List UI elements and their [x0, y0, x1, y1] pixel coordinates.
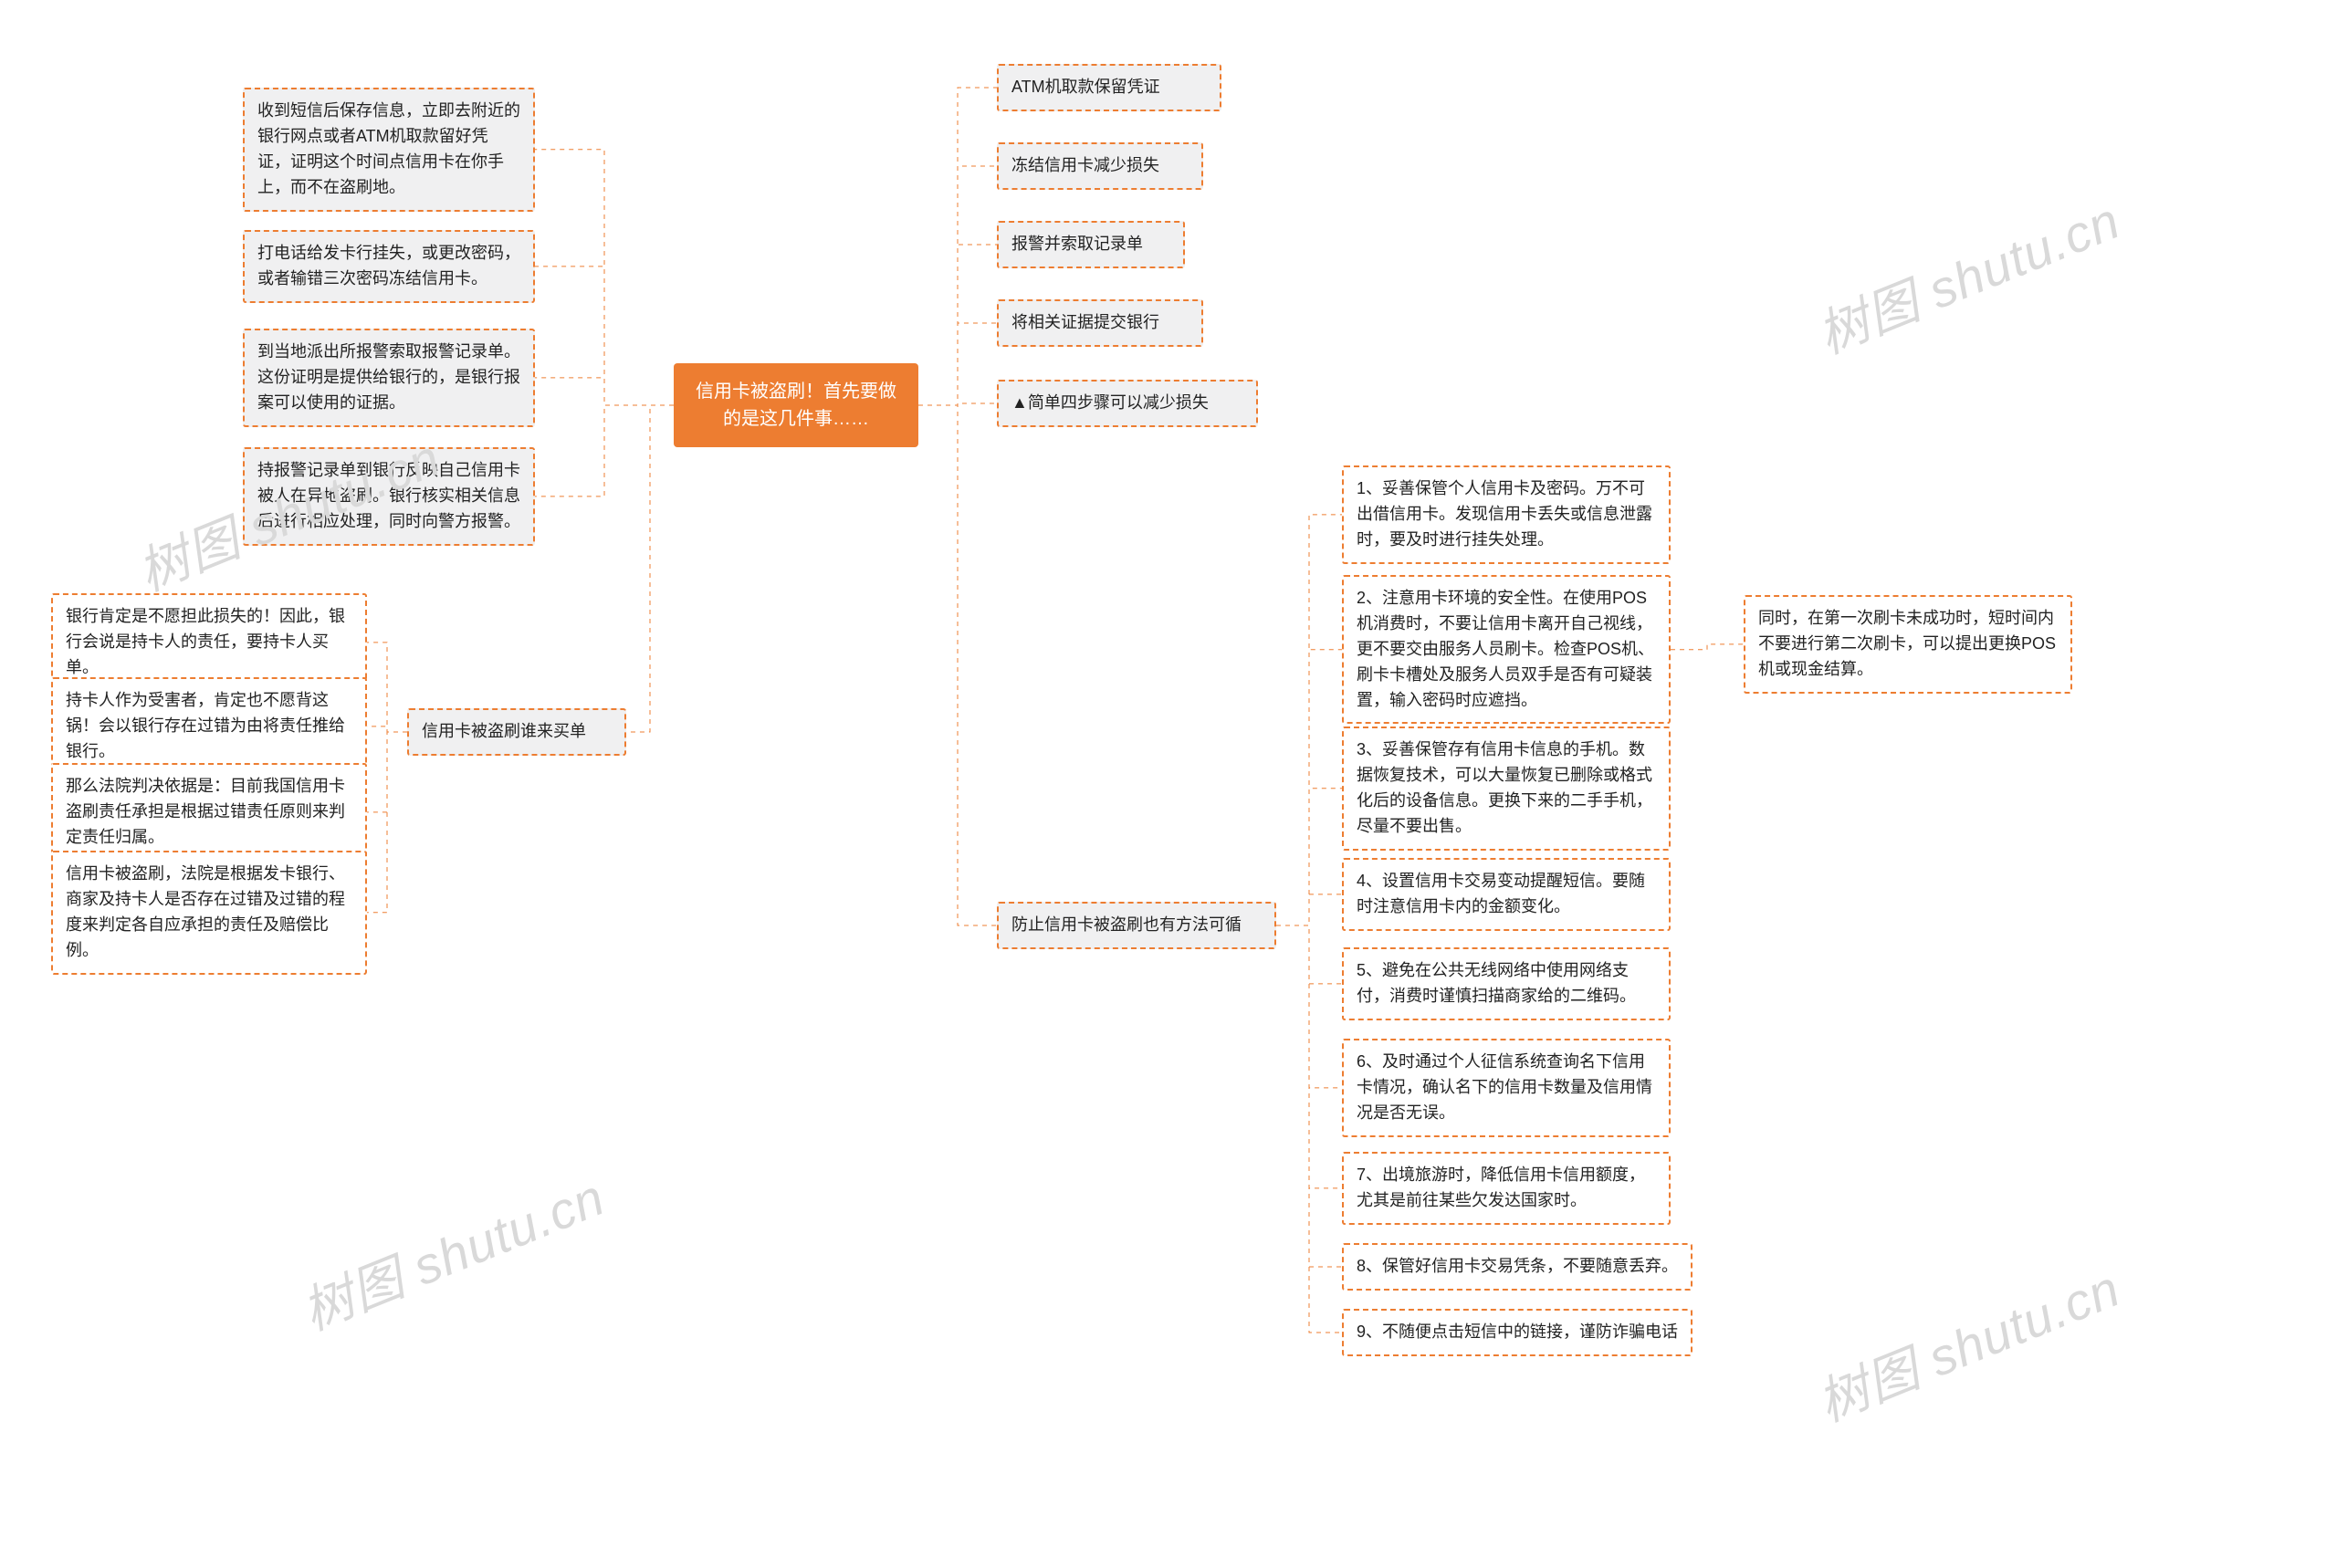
watermark: 树图 shutu.cn	[1806, 180, 2130, 368]
node-r2: 冻结信用卡减少损失	[997, 142, 1203, 190]
node-rb2x: 同时，在第一次刷卡未成功时，短时间内不要进行第二次刷卡，可以提出更换POS机或现…	[1744, 595, 2072, 694]
node-rb2: 2、注意用卡环境的安全性。在使用POS机消费时，不要让信用卡离开自己视线，更不要…	[1342, 575, 1671, 724]
node-rb8: 8、保管好信用卡交易凭条，不要随意丢弃。	[1342, 1243, 1692, 1291]
connector	[918, 405, 997, 925]
connector	[1276, 925, 1342, 984]
connector	[535, 267, 674, 405]
connector	[1276, 925, 1342, 1267]
node-l4: 持报警记录单到银行反映自己信用卡被人在异地盗刷。银行核实相关信息后进行相应处理，…	[243, 447, 535, 546]
connector	[367, 732, 407, 913]
watermark: 树图 shutu.cn	[1806, 1248, 2130, 1436]
node-rb5: 5、避免在公共无线网络中使用网络支付，消费时谨慎扫描商家给的二维码。	[1342, 947, 1671, 1020]
node-rb1: 1、妥善保管个人信用卡及密码。万不可出借信用卡。发现信用卡丢失或信息泄露时，要及…	[1342, 465, 1671, 564]
connector	[918, 88, 997, 405]
connector	[535, 405, 674, 497]
connector	[367, 732, 407, 812]
connector	[626, 405, 674, 732]
connector	[1276, 925, 1342, 1333]
node-r4: 将相关证据提交银行	[997, 299, 1203, 347]
node-lb4: 信用卡被盗刷，法院是根据发卡银行、商家及持卡人是否存在过错及过错的程度来判定各自…	[51, 851, 367, 975]
node-lb: 信用卡被盗刷谁来买单	[407, 708, 626, 756]
connector	[1276, 925, 1342, 1088]
node-rb3: 3、妥善保管存有信用卡信息的手机。数据恢复技术，可以大量恢复已删除或格式化后的设…	[1342, 727, 1671, 851]
node-r3: 报警并索取记录单	[997, 221, 1185, 268]
connector	[1276, 650, 1342, 925]
node-r5: ▲简单四步骤可以减少损失	[997, 380, 1258, 427]
node-lb2: 持卡人作为受害者，肯定也不愿背这锅！会以银行存在过错为由将责任推给银行。	[51, 677, 367, 776]
node-rb6: 6、及时通过个人征信系统查询名下信用卡情况，确认名下的信用卡数量及信用情况是否无…	[1342, 1039, 1671, 1137]
node-r1: ATM机取款保留凭证	[997, 64, 1221, 111]
connector	[1276, 515, 1342, 925]
node-l3: 到当地派出所报警索取报警记录单。这份证明是提供给银行的，是银行报案可以使用的证据…	[243, 329, 535, 427]
connector	[367, 727, 407, 732]
mindmap-canvas: 信用卡被盗刷！首先要做的是这几件事…… 收到短信后保存信息，立即去附近的银行网点或…	[0, 0, 2337, 1568]
center-node: 信用卡被盗刷！首先要做的是这几件事……	[674, 363, 918, 447]
connector	[1276, 789, 1342, 925]
node-rb9: 9、不随便点击短信中的链接，谨防诈骗电话	[1342, 1309, 1692, 1356]
connector	[535, 378, 674, 405]
connector	[367, 643, 407, 732]
connector	[1671, 644, 1744, 650]
node-rb4: 4、设置信用卡交易变动提醒短信。要随时注意信用卡内的金额变化。	[1342, 858, 1671, 931]
connector	[918, 323, 997, 405]
connector	[918, 245, 997, 405]
connector	[918, 166, 997, 405]
node-rb: 防止信用卡被盗刷也有方法可循	[997, 902, 1276, 949]
node-l2: 打电话给发卡行挂失，或更改密码，或者输错三次密码冻结信用卡。	[243, 230, 535, 303]
node-rb7: 7、出境旅游时，降低信用卡信用额度，尤其是前往某些欠发达国家时。	[1342, 1152, 1671, 1225]
watermark: 树图 shutu.cn	[290, 1156, 614, 1344]
connector	[1276, 894, 1342, 925]
node-l1: 收到短信后保存信息，立即去附近的银行网点或者ATM机取款留好凭证，证明这个时间点…	[243, 88, 535, 212]
connector	[1276, 925, 1342, 1188]
connector	[918, 403, 997, 405]
connector	[535, 150, 674, 405]
node-lb3: 那么法院判决依据是：目前我国信用卡盗刷责任承担是根据过错责任原则来判定责任归属。	[51, 763, 367, 862]
